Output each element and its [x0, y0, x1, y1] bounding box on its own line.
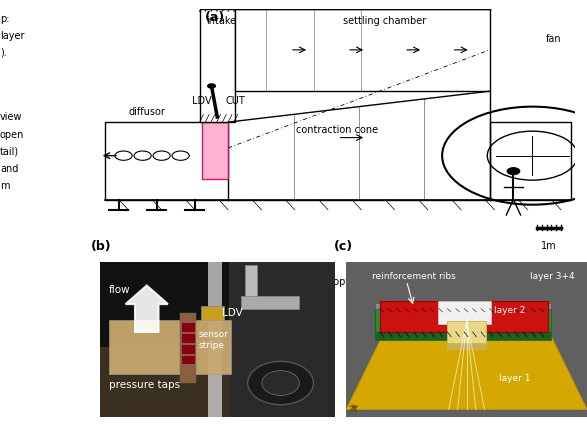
Bar: [235, 9, 490, 91]
Bar: [200, 9, 235, 122]
Text: layer: layer: [0, 31, 25, 41]
Bar: [182, 356, 195, 365]
Text: diffusor: diffusor: [129, 107, 166, 117]
Bar: [375, 303, 551, 309]
Circle shape: [208, 84, 215, 88]
Bar: [100, 262, 335, 347]
Bar: [202, 122, 228, 179]
Bar: [182, 345, 195, 353]
Bar: [201, 306, 224, 321]
Bar: [490, 122, 571, 200]
Bar: [100, 347, 229, 417]
Text: reinforcement ribs: reinforcement ribs: [372, 272, 456, 281]
Text: layer 2: layer 2: [494, 306, 526, 315]
Polygon shape: [447, 343, 486, 349]
Bar: [438, 301, 491, 324]
Bar: [180, 313, 196, 383]
Polygon shape: [346, 321, 587, 409]
Bar: [380, 301, 548, 332]
Circle shape: [487, 131, 578, 180]
Text: p:: p:: [0, 13, 9, 24]
Bar: [104, 122, 228, 200]
Text: 1m: 1m: [541, 241, 557, 251]
Text: m: m: [0, 181, 9, 191]
Text: pressure taps: pressure taps: [109, 380, 180, 390]
Polygon shape: [375, 309, 551, 332]
Polygon shape: [375, 332, 551, 340]
Text: layer 3+4: layer 3+4: [530, 272, 575, 281]
Text: (a): (a): [204, 11, 225, 24]
Text: intake: intake: [206, 16, 236, 26]
Text: test section with an open ceiling (optical & acoustic access): test section with an open ceiling (optic…: [167, 277, 461, 287]
Text: settling chamber: settling chamber: [343, 16, 427, 26]
Circle shape: [248, 361, 313, 405]
Polygon shape: [126, 286, 168, 332]
Text: ).: ).: [0, 48, 6, 58]
Text: open: open: [0, 129, 25, 140]
Text: LDV: LDV: [192, 96, 212, 106]
Bar: [208, 262, 222, 417]
Bar: [241, 296, 299, 309]
Polygon shape: [447, 321, 486, 343]
Bar: [245, 265, 257, 296]
Text: sensor
stripe: sensor stripe: [198, 330, 228, 350]
Text: contraction cone: contraction cone: [296, 125, 379, 135]
Text: and: and: [0, 164, 18, 174]
Bar: [182, 334, 195, 343]
Text: flow: flow: [109, 285, 131, 295]
Bar: [229, 262, 335, 417]
Text: tail): tail): [0, 147, 19, 157]
Bar: [109, 319, 231, 374]
Text: fan: fan: [545, 34, 561, 44]
Text: (c): (c): [335, 240, 353, 253]
Circle shape: [262, 371, 299, 396]
Text: (b): (b): [90, 240, 111, 253]
Text: view: view: [0, 112, 22, 123]
Text: layer 1: layer 1: [499, 374, 531, 383]
Bar: [182, 323, 195, 332]
Text: LDV: LDV: [222, 308, 242, 318]
Circle shape: [442, 107, 587, 205]
Text: CUT: CUT: [226, 96, 245, 106]
Circle shape: [507, 168, 519, 175]
